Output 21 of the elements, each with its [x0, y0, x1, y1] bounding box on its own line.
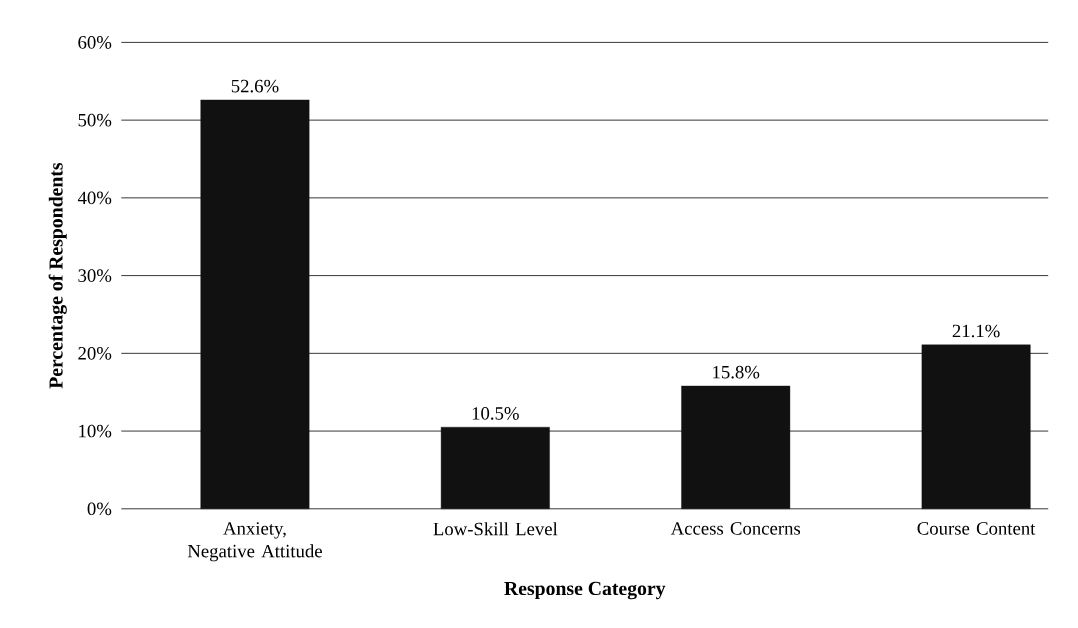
- y-tick-label: 50%: [78, 113, 112, 127]
- y-tick-label: 40%: [77, 191, 112, 205]
- bar: [200, 99, 310, 509]
- y-tick-label: 60%: [78, 35, 112, 49]
- data-label: 21.1%: [952, 324, 1000, 338]
- y-tick-label: 30%: [78, 269, 112, 282]
- y-tick-label: 20%: [78, 346, 112, 360]
- y-tick-label: 10%: [79, 424, 112, 438]
- x-tick-label: Low-Skill Level: [433, 522, 558, 536]
- data-label: 52.6%: [231, 79, 279, 93]
- x-tick-label: Course Content: [917, 522, 1036, 535]
- x-tick-label: Access Concerns: [670, 522, 801, 535]
- bar: [921, 344, 1031, 509]
- x-tick-label: Anxiety, Negative Attitude: [187, 522, 322, 562]
- bar: [440, 426, 550, 509]
- x-axis-title: Response Category: [504, 581, 666, 600]
- data-label: 10.5%: [472, 406, 519, 420]
- bar: [681, 385, 791, 509]
- data-label: 15.8%: [713, 365, 760, 379]
- y-tick-label: 0%: [87, 502, 112, 516]
- y-axis-title: Percentage of Respondents: [48, 162, 67, 389]
